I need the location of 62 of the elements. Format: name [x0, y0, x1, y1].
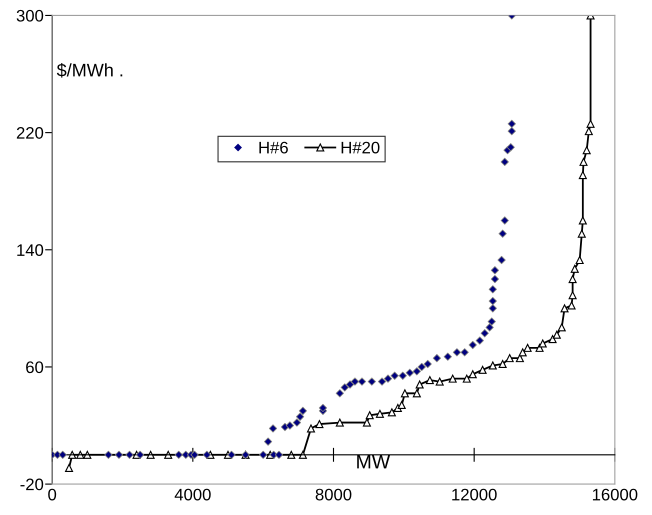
x-axis-title: MW	[357, 454, 390, 468]
point	[164, 450, 172, 459]
point	[570, 264, 579, 273]
point	[468, 370, 477, 378]
point	[498, 360, 507, 368]
x-tick-label: 16000	[592, 488, 638, 501]
point	[362, 418, 371, 427]
y-tick-label: -20	[20, 478, 44, 490]
point	[578, 171, 587, 180]
point	[462, 374, 471, 383]
point	[578, 230, 586, 238]
point	[416, 380, 424, 389]
point	[65, 464, 74, 472]
point	[568, 291, 577, 300]
point	[548, 335, 557, 344]
legend-label: H#20	[342, 142, 380, 154]
point	[568, 301, 576, 310]
x-tick-label: 0	[48, 488, 56, 501]
point	[538, 339, 547, 348]
point	[366, 411, 374, 420]
point	[298, 450, 307, 459]
legend-label: H#6	[259, 142, 288, 154]
point	[582, 146, 591, 154]
point	[516, 354, 524, 362]
point	[448, 374, 457, 383]
x-tick-label: 12000	[452, 488, 497, 501]
y-tick-label: 60	[26, 361, 44, 374]
y-tick-label: 140	[17, 244, 44, 256]
x-tick-label: 8000	[316, 488, 352, 501]
point	[578, 216, 587, 225]
point	[488, 361, 497, 370]
point	[568, 275, 577, 284]
point	[576, 256, 584, 264]
point	[524, 344, 532, 352]
point	[586, 120, 595, 128]
point	[287, 450, 296, 459]
point	[146, 450, 155, 459]
point	[584, 127, 593, 136]
point	[518, 348, 527, 356]
point	[388, 408, 396, 416]
point	[560, 304, 569, 312]
point	[76, 450, 84, 459]
point	[376, 410, 384, 418]
x-tick-label: 4000	[174, 488, 211, 501]
y-tick-label: 300	[16, 10, 44, 22]
point	[315, 420, 324, 428]
point	[336, 418, 344, 427]
point	[398, 400, 406, 410]
point	[580, 158, 588, 166]
point	[426, 376, 434, 384]
point	[306, 424, 316, 432]
y-tick-label: 220	[16, 127, 44, 139]
point	[68, 450, 76, 459]
point	[558, 323, 566, 332]
point	[400, 389, 409, 398]
point	[83, 450, 92, 459]
y-axis-title: $/MWh .	[56, 62, 122, 78]
point	[552, 330, 561, 339]
point	[436, 378, 444, 386]
point	[412, 389, 421, 398]
point	[506, 354, 514, 362]
point	[478, 366, 487, 374]
